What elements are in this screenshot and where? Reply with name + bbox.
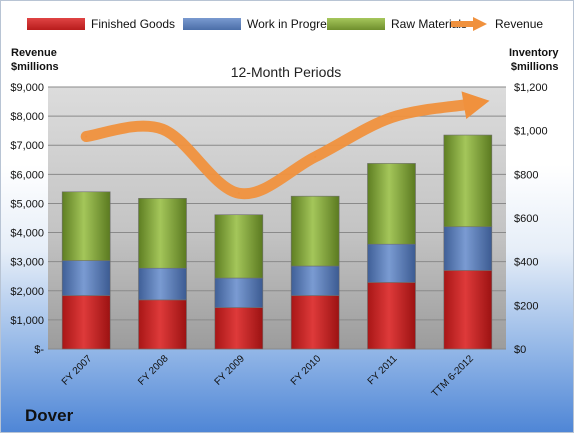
x-tick-label: TTM 6-2012 bbox=[430, 353, 477, 400]
right-axis-ticks: $0 $200 $400 $600 $800 $1,000 $1,200 bbox=[514, 82, 548, 356]
left-axis-title: Revenue $millions bbox=[11, 46, 59, 74]
legend-swatch-revenue bbox=[451, 17, 487, 31]
right-tick-label: $0 bbox=[514, 344, 526, 356]
legend-label-revenue: Revenue bbox=[495, 17, 544, 31]
chart-title: 12-Month Periods bbox=[230, 64, 342, 80]
x-tick-label: FY 2010 bbox=[289, 353, 324, 388]
revenue-point bbox=[161, 128, 164, 131]
x-tick-label: FY 2008 bbox=[136, 353, 171, 388]
revenue-arrowhead bbox=[461, 91, 490, 119]
grid-lines bbox=[48, 86, 506, 350]
left-axis-ticks: $- $1,000 $2,000 $3,000 $4,000 $5,000 $6,000 $7… bbox=[10, 82, 44, 356]
legend-item-finished-goods: Finished Goods bbox=[27, 14, 175, 34]
legend-label-finished-goods: Finished Goods bbox=[91, 17, 176, 31]
bar-raw-materials bbox=[443, 134, 493, 228]
legend-item-raw-materials: Raw Materials bbox=[327, 14, 467, 34]
left-tick-label: $5,000 bbox=[10, 198, 44, 210]
bar-work-in-progress bbox=[61, 260, 111, 296]
right-tick-label: $1,200 bbox=[514, 82, 548, 94]
left-tick-label: $6,000 bbox=[10, 169, 44, 181]
legend-label-work-in-progress: Work in Progress bbox=[247, 17, 339, 31]
legend-swatch-raw-materials bbox=[327, 18, 385, 30]
bar-work-in-progress bbox=[214, 277, 264, 308]
bar-work-in-progress bbox=[290, 265, 340, 296]
legend-label-raw-materials: Raw Materials bbox=[391, 17, 468, 31]
right-tick-label: $600 bbox=[514, 213, 538, 225]
left-axis-title-line2: $millions bbox=[11, 61, 59, 73]
revenue-point bbox=[466, 103, 469, 106]
left-tick-label: $- bbox=[34, 344, 44, 356]
left-tick-label: $9,000 bbox=[10, 82, 44, 94]
chart-legend: Finished Goods Work in Progress Raw Mate… bbox=[1, 14, 573, 36]
bar-series bbox=[61, 134, 493, 350]
revenue-point bbox=[85, 135, 88, 138]
bar-work-in-progress bbox=[367, 243, 416, 283]
bar-raw-materials bbox=[367, 163, 416, 245]
legend-swatch-work-in-progress bbox=[183, 18, 241, 30]
x-tick-label: FY 2009 bbox=[213, 353, 248, 388]
right-axis-title: Inventory $millions bbox=[509, 46, 559, 74]
bar-raw-materials bbox=[61, 191, 111, 261]
right-tick-label: $200 bbox=[514, 300, 538, 312]
bar-finished-goods bbox=[290, 295, 340, 350]
right-axis-title-line1: Inventory bbox=[509, 47, 559, 59]
x-tick-label: FY 2011 bbox=[366, 353, 400, 387]
legend-swatch-finished-goods bbox=[27, 18, 85, 30]
left-axis-title-line1: Revenue bbox=[11, 47, 57, 59]
revenue-series bbox=[80, 91, 490, 200]
left-tick-label: $3,000 bbox=[10, 257, 44, 269]
bar-finished-goods bbox=[214, 307, 264, 350]
left-tick-label: $7,000 bbox=[10, 140, 44, 152]
legend-item-revenue: Revenue bbox=[449, 14, 543, 34]
left-tick-label: $4,000 bbox=[10, 228, 44, 240]
bar-finished-goods bbox=[138, 299, 187, 350]
bar-work-in-progress bbox=[443, 226, 493, 271]
right-axis-title-line2: $millions bbox=[510, 61, 559, 73]
left-tick-label: $8,000 bbox=[10, 111, 44, 123]
bar-work-in-progress bbox=[138, 267, 187, 301]
left-tick-label: $1,000 bbox=[10, 315, 44, 327]
revenue-point bbox=[314, 155, 317, 158]
revenue-point bbox=[237, 192, 240, 195]
bar-finished-goods bbox=[443, 270, 493, 350]
bar-raw-materials bbox=[214, 214, 264, 279]
x-axis-ticks: FY 2007 FY 2008 FY 2009 FY 2010 FY 2011 TTM 6… bbox=[60, 353, 476, 400]
bar-finished-goods bbox=[367, 282, 416, 350]
bar-raw-materials bbox=[290, 195, 340, 267]
revenue-point bbox=[390, 116, 393, 119]
bar-raw-materials bbox=[138, 198, 187, 269]
bar-finished-goods bbox=[61, 295, 111, 350]
right-tick-label: $800 bbox=[514, 169, 538, 181]
x-tick-label: FY 2007 bbox=[60, 353, 95, 388]
right-tick-label: $1,000 bbox=[514, 126, 548, 138]
company-name: Dover bbox=[25, 406, 74, 425]
left-tick-label: $2,000 bbox=[10, 286, 44, 298]
legend-item-work-in-progress: Work in Progress bbox=[183, 14, 339, 34]
right-tick-label: $400 bbox=[514, 257, 538, 269]
